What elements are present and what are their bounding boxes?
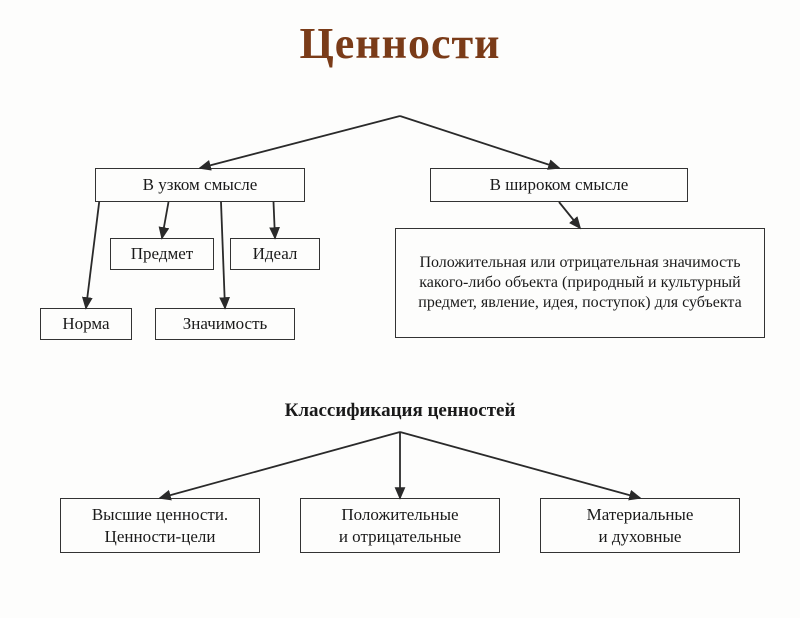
norma-box: Норма — [40, 308, 132, 340]
wide-desc-box: Положительная или отрицательная значимос… — [395, 228, 765, 338]
ideal-box: Идеал — [230, 238, 320, 270]
predmet-box: Предмет — [110, 238, 214, 270]
class-c-box: Материальные и духовные — [540, 498, 740, 553]
class-a-box: Высшие ценности. Ценности-цели — [60, 498, 260, 553]
classification-heading: Классификация ценностей — [0, 400, 800, 422]
class-b-box: Положительные и отрицательные — [300, 498, 500, 553]
narrow-sense-box: В узком смысле — [95, 168, 305, 202]
znachimost-box: Значимость — [155, 308, 295, 340]
page-title: Ценности — [0, 18, 800, 69]
wide-sense-box: В широком смысле — [430, 168, 688, 202]
